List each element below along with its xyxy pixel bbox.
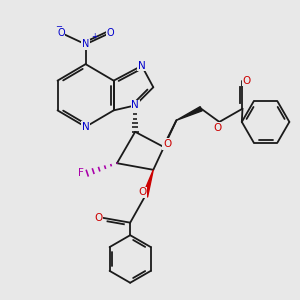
Polygon shape — [176, 106, 202, 120]
Text: O: O — [163, 139, 171, 149]
Text: N: N — [131, 100, 139, 110]
Text: O: O — [57, 28, 64, 38]
Text: +: + — [92, 32, 98, 41]
Text: O: O — [106, 28, 114, 38]
Polygon shape — [142, 170, 153, 197]
Text: O: O — [242, 76, 250, 85]
Text: O: O — [94, 213, 102, 223]
Text: N: N — [138, 61, 146, 71]
Text: F: F — [78, 168, 84, 178]
Text: N: N — [82, 39, 89, 49]
Text: −: − — [55, 22, 62, 31]
Text: O: O — [214, 123, 222, 133]
Text: O: O — [138, 187, 146, 197]
Text: N: N — [82, 122, 89, 132]
